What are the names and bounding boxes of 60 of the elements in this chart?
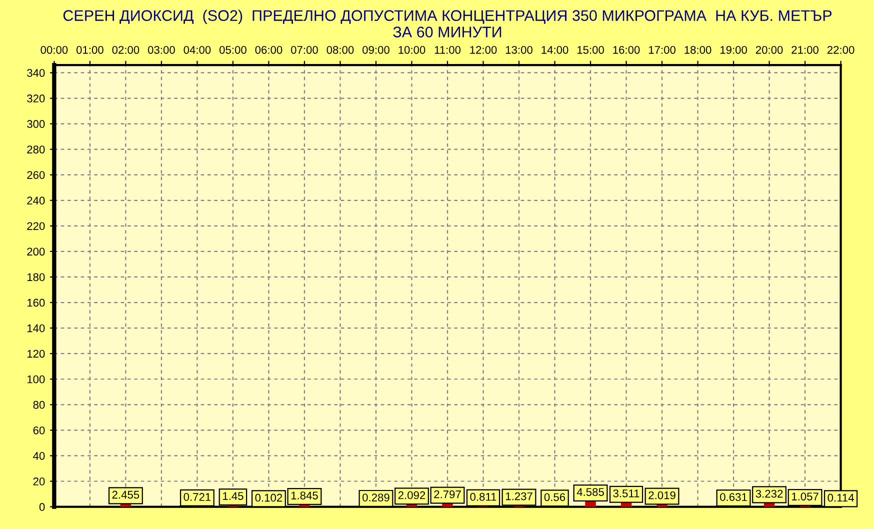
data-label: 2.019	[648, 491, 676, 500]
y-tick-label: 340	[27, 68, 45, 77]
x-tick-label: 03:00	[148, 46, 175, 54]
data-label: 3.511	[613, 489, 640, 498]
data-label: 2.092	[398, 491, 426, 500]
x-tick-label: 14:00	[542, 46, 568, 54]
x-tick-label: 20:00	[756, 46, 783, 54]
y-tick-label: 60	[33, 426, 45, 434]
x-tick-label: 18:00	[684, 46, 712, 54]
y-tick-label: 20	[33, 478, 45, 486]
x-tick-label: 08:00	[326, 46, 354, 54]
data-label: 0.102	[255, 494, 282, 502]
data-label: 1.057	[792, 492, 818, 500]
x-tick-label: 05:00	[219, 46, 246, 54]
y-tick-label: 240	[27, 196, 45, 205]
y-tick-label: 200	[27, 248, 45, 256]
x-tick-label: 06:00	[255, 46, 282, 54]
y-tick-label: 140	[27, 324, 45, 332]
x-tick-label: 10:00	[398, 46, 426, 54]
y-tick-label: 100	[27, 375, 45, 384]
x-tick-label: 19:00	[720, 46, 747, 54]
data-label: 1.237	[506, 492, 532, 500]
chart-title: СЕРЕН ДИОКСИД (SO2) ПРЕДЕЛНО ДОПУСТИМА КОНЦЕНТРАЦИЯ 350 МИКРОГРАМА НА КУБ. МЕТЪР ЗА 60 МИНУТИ	[63, 10, 832, 38]
y-tick-label: 0	[39, 503, 45, 511]
data-label: 0.289	[362, 494, 390, 502]
x-tick-label: 13:00	[506, 46, 532, 54]
y-tick-label: 220	[27, 222, 45, 230]
y-tick-label: 320	[27, 94, 45, 102]
data-label: 0.721	[184, 493, 211, 501]
x-tick-label: 15:00	[577, 46, 604, 54]
x-tick-label: 22:00	[827, 46, 854, 54]
y-tick-label: 300	[27, 120, 45, 128]
y-tick-label: 40	[33, 452, 45, 460]
x-tick-label: 01:00	[76, 46, 104, 54]
data-label: 0.114	[828, 494, 854, 502]
data-label: 0.56	[544, 493, 566, 502]
x-tick-label: 21:00	[792, 46, 819, 54]
data-label: 1.45	[222, 492, 244, 500]
x-tick-label: 04:00	[184, 46, 211, 54]
data-label: 2.797	[434, 490, 461, 498]
x-tick-label: 16:00	[613, 46, 640, 54]
data-label: 0.811	[470, 492, 496, 501]
x-tick-label: 17:00	[648, 46, 676, 54]
y-tick-label: 120	[27, 350, 45, 358]
y-tick-label: 160	[27, 298, 45, 307]
x-tick-label: 11:00	[434, 46, 461, 54]
y-tick-label: 280	[27, 146, 45, 154]
x-tick-label: 09:00	[362, 46, 390, 54]
data-label: 2.455	[112, 490, 140, 499]
data-label: 0.631	[720, 493, 747, 501]
x-tick-label: 02:00	[112, 46, 140, 54]
x-tick-label: 00:00	[40, 46, 68, 54]
x-tick-label: 12:00	[470, 46, 497, 54]
y-tick-label: 260	[27, 171, 45, 179]
data-label: 1.845	[291, 492, 318, 500]
x-tick-label: 07:00	[291, 46, 318, 54]
y-tick-label: 80	[33, 400, 45, 409]
data-label: 4.585	[576, 488, 604, 496]
data-label: 3.232	[756, 490, 783, 498]
y-tick-label: 180	[27, 273, 45, 282]
